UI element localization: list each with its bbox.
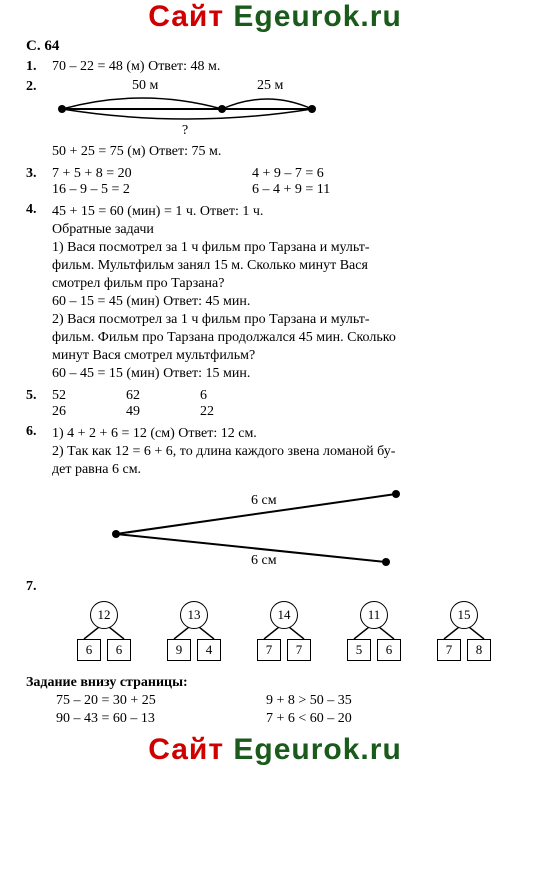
tree-top: 14	[270, 601, 298, 629]
watermark-top: Сайт Egeurok.ru	[0, 0, 550, 34]
p4-line: 45 + 15 = 60 (мин) = 1 ч. Ответ: 1 ч.	[52, 204, 524, 220]
cell: 26	[52, 404, 126, 420]
watermark-bottom: Сайт Egeurok.ru	[0, 733, 550, 767]
tree-leaf: 7	[257, 639, 281, 661]
problem-4: 4. 45 + 15 = 60 (мин) = 1 ч. Ответ: 1 ч.…	[26, 202, 524, 384]
problem-number: 5.	[26, 388, 52, 404]
tree-leaf: 9	[167, 639, 191, 661]
tree-leaf: 5	[347, 639, 371, 661]
problem-number: 1.	[26, 59, 52, 75]
page-label: С. 64	[26, 38, 524, 55]
label-6cm: 6 см	[251, 553, 277, 568]
p4-ans: 60 – 45 = 15 (мин) Ответ: 15 мин.	[52, 366, 524, 382]
p6-line: 1) 4 + 2 + 6 = 12 (см) Ответ: 12 см.	[52, 426, 524, 442]
p4-text: фильм. Мультфильм занял 15 м. Сколько ми…	[52, 258, 524, 274]
problem-text: 70 – 22 = 48 (м) Ответ: 48 м.	[52, 59, 524, 75]
p4-text: 2) Вася посмотрел за 1 ч фильм про Тарза…	[52, 312, 524, 328]
problem-7: 7.	[26, 579, 524, 595]
problem-number: 3.	[26, 166, 52, 182]
eq: 7 + 5 + 8 = 20	[52, 166, 252, 182]
p4-text: 1) Вася посмотрел за 1 ч фильм про Тарза…	[52, 240, 524, 256]
p4-ans: 60 – 15 = 45 (мин) Ответ: 45 мин.	[52, 294, 524, 310]
tree-leaf: 7	[287, 639, 311, 661]
tree-top: 13	[180, 601, 208, 629]
label-question: ?	[182, 123, 188, 137]
problem-1: 1. 70 – 22 = 48 (м) Ответ: 48 м.	[26, 59, 524, 75]
p4-text: фильм. Фильм про Тарзана продолжался 45 …	[52, 330, 524, 346]
p4-text: минут Вася смотрел мультфильм?	[52, 348, 524, 364]
cell: 62	[126, 388, 200, 404]
cell: 52	[52, 388, 126, 404]
segment-diagram: 50 м 25 м ?	[52, 79, 322, 137]
p7-items: 12661394147711561578	[70, 601, 524, 661]
label-6cm: 6 см	[251, 493, 277, 508]
cell: 22	[200, 404, 274, 420]
problem-6: 6. 1) 4 + 2 + 6 = 12 (см) Ответ: 12 см. …	[26, 424, 524, 480]
problem-3: 3. 7 + 5 + 8 = 20 4 + 9 – 7 = 6 16 – 9 –…	[26, 166, 524, 198]
eq: 4 + 9 – 7 = 6	[252, 166, 324, 182]
cell: 6	[200, 388, 274, 404]
tree-top: 12	[90, 601, 118, 629]
problem-2-answer: 50 + 25 = 75 (м) Ответ: 75 м.	[52, 144, 524, 160]
tree-item: 11 56	[340, 601, 408, 661]
tree-leaf: 8	[467, 639, 491, 661]
label-50m: 50 м	[132, 79, 159, 93]
tree-leaf: 6	[107, 639, 131, 661]
problem-number: 6.	[26, 424, 52, 440]
tree-top: 15	[450, 601, 478, 629]
cell: 49	[126, 404, 200, 420]
bottom-title: Задание внизу страницы:	[26, 675, 524, 691]
p4-sub: Обратные задачи	[52, 222, 524, 238]
p4-text: смотрел фильм про Тарзана?	[52, 276, 524, 292]
tree-item: 13 94	[160, 601, 228, 661]
tree-item: 14 77	[250, 601, 318, 661]
problem-2: 2. 50 м 25 м ? 50 + 25 = 75 (м) Ответ: 7…	[26, 79, 524, 162]
tree-leaf: 6	[377, 639, 401, 661]
tree-leaf: 4	[197, 639, 221, 661]
tree-top: 11	[360, 601, 388, 629]
p6-line: дет равна 6 см.	[52, 462, 524, 478]
page-content: С. 64 1. 70 – 22 = 48 (м) Ответ: 48 м. 2…	[0, 38, 550, 727]
label-25m: 25 м	[257, 79, 284, 93]
problem-number: 4.	[26, 202, 52, 218]
p6-line: 2) Так как 12 = 6 + 6, то длина каждого …	[52, 444, 524, 460]
problem-5: 5. 52 62 6 26 49 22	[26, 388, 524, 420]
tree-item: 12 66	[70, 601, 138, 661]
eq: 6 – 4 + 9 = 11	[252, 182, 330, 198]
problem-number: 2.	[26, 79, 52, 95]
problem-number: 7.	[26, 579, 52, 595]
eq: 16 – 9 – 5 = 2	[52, 182, 252, 198]
tree-leaf: 6	[77, 639, 101, 661]
broken-line-diagram: 6 см 6 см	[96, 484, 426, 570]
eq: 75 – 20 = 30 + 25	[56, 693, 266, 709]
eq: 9 + 8 > 50 – 35	[266, 693, 352, 709]
eq: 90 – 43 = 60 – 13	[56, 711, 266, 727]
eq: 7 + 6 < 60 – 20	[266, 711, 352, 727]
tree-item: 1578	[430, 601, 498, 661]
tree-leaf: 7	[437, 639, 461, 661]
